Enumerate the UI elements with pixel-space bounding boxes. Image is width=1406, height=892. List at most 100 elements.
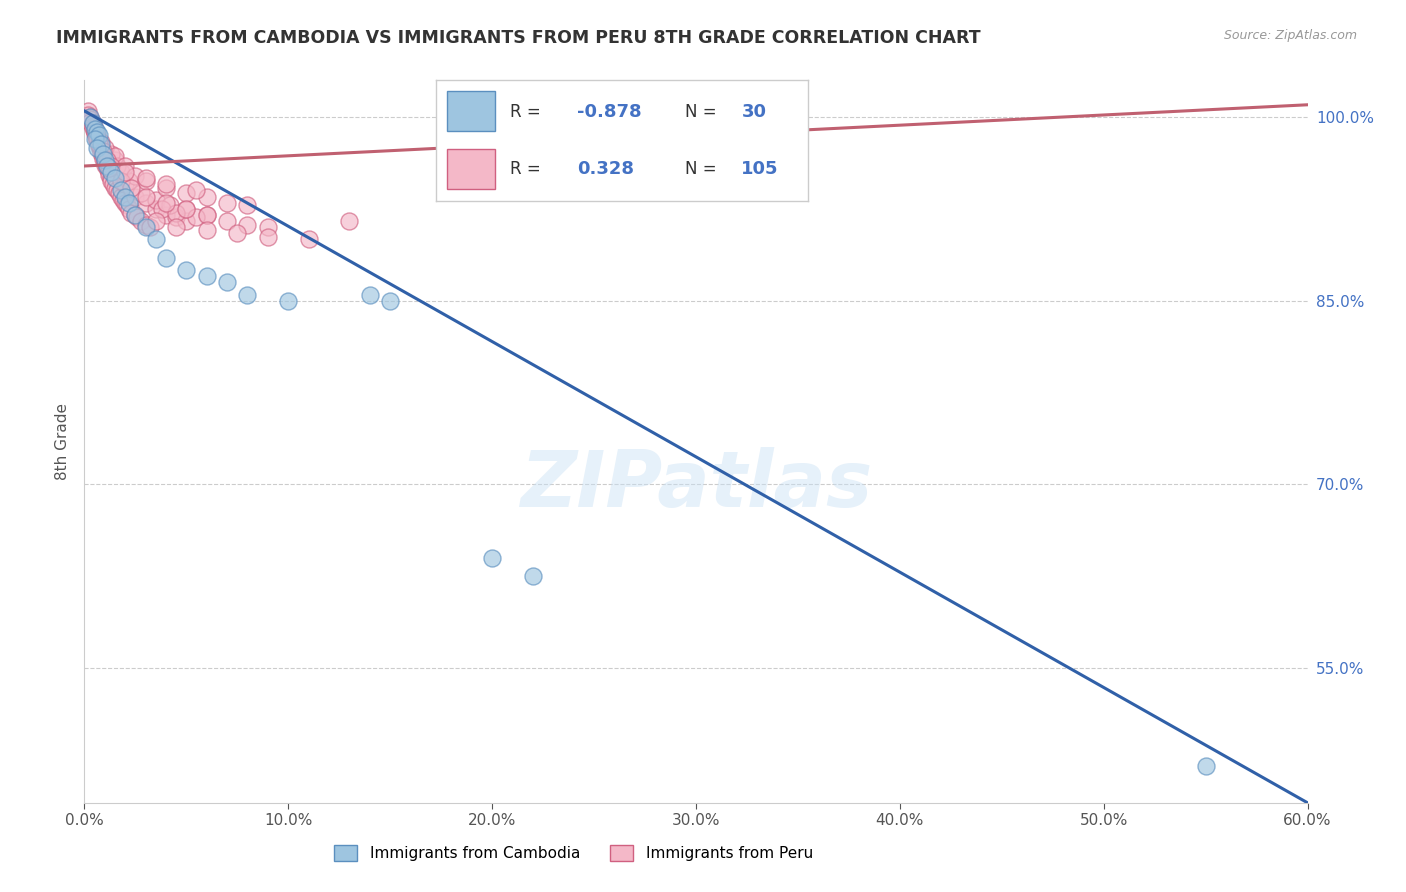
Point: [93, 153, 115, 167]
Point: [257, 220, 280, 235]
Point: [112, 194, 135, 208]
Point: [97, 161, 120, 176]
Point: [236, 218, 259, 232]
Point: [165, 220, 187, 235]
Point: [93, 158, 115, 172]
Point: [118, 195, 141, 210]
Point: [165, 205, 187, 219]
Point: [135, 171, 157, 186]
Point: [100, 165, 122, 179]
Point: [155, 251, 177, 265]
Point: [100, 171, 122, 186]
Bar: [447, 149, 495, 188]
Point: [93, 155, 115, 169]
Point: [110, 174, 132, 188]
Point: [110, 165, 132, 179]
Point: [110, 184, 132, 198]
Point: [236, 198, 259, 212]
Point: [96, 159, 118, 173]
Text: 105: 105: [741, 161, 779, 178]
Point: [155, 208, 177, 222]
Point: [105, 184, 128, 198]
Point: [135, 218, 157, 232]
Point: [93, 141, 115, 155]
Point: [86, 141, 108, 155]
Point: [236, 287, 259, 301]
Point: [90, 141, 112, 155]
Point: [77, 107, 100, 121]
Point: [114, 189, 136, 203]
Point: [91, 149, 114, 163]
Point: [131, 214, 153, 228]
Text: 0.328: 0.328: [578, 161, 634, 178]
Point: [77, 103, 100, 118]
Point: [155, 181, 177, 195]
Point: [91, 146, 114, 161]
Point: [110, 189, 132, 203]
Point: [114, 165, 136, 179]
Point: [195, 222, 218, 236]
Point: [79, 110, 101, 124]
Text: -0.878: -0.878: [578, 103, 643, 120]
Point: [100, 146, 122, 161]
Point: [87, 139, 110, 153]
Point: [96, 159, 118, 173]
Point: [83, 122, 105, 136]
Point: [82, 116, 104, 130]
Point: [104, 171, 127, 186]
Point: [96, 161, 118, 176]
Point: [90, 143, 112, 157]
Point: [174, 202, 197, 216]
Point: [145, 232, 167, 246]
Point: [87, 128, 110, 143]
Point: [93, 153, 115, 167]
Point: [120, 205, 142, 219]
Text: ZIPatlas: ZIPatlas: [520, 447, 872, 523]
Point: [108, 186, 131, 200]
Point: [522, 569, 544, 583]
Point: [138, 220, 160, 235]
Point: [79, 112, 101, 127]
Point: [90, 135, 112, 149]
Point: [114, 159, 136, 173]
Point: [131, 186, 153, 200]
Point: [124, 208, 146, 222]
Point: [114, 195, 136, 210]
Point: [86, 132, 108, 146]
Point: [87, 135, 110, 149]
Point: [155, 195, 177, 210]
Point: [82, 121, 104, 136]
Text: R =: R =: [510, 103, 547, 120]
Point: [86, 131, 108, 145]
Point: [195, 208, 218, 222]
Point: [127, 211, 149, 225]
Point: [83, 122, 105, 136]
Point: [114, 178, 136, 192]
Point: [298, 232, 321, 246]
Text: Source: ZipAtlas.com: Source: ZipAtlas.com: [1223, 29, 1357, 42]
Point: [186, 184, 208, 198]
Point: [83, 125, 105, 139]
Point: [90, 136, 112, 151]
Text: N =: N =: [686, 161, 723, 178]
Point: [195, 189, 218, 203]
Point: [217, 214, 239, 228]
Point: [135, 174, 157, 188]
Point: [115, 198, 138, 212]
Point: [195, 269, 218, 284]
Point: [159, 198, 181, 212]
Text: R =: R =: [510, 161, 547, 178]
Point: [87, 136, 110, 151]
Point: [124, 208, 146, 222]
Bar: [447, 91, 495, 131]
Point: [118, 202, 141, 216]
Point: [86, 128, 108, 143]
Point: [100, 159, 122, 173]
Point: [174, 202, 197, 216]
Point: [277, 293, 299, 308]
Point: [100, 174, 122, 188]
Point: [1195, 759, 1218, 773]
Point: [481, 550, 503, 565]
Point: [83, 132, 105, 146]
Point: [97, 165, 120, 179]
